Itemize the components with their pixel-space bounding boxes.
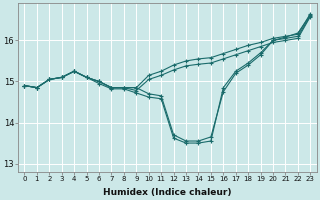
X-axis label: Humidex (Indice chaleur): Humidex (Indice chaleur) [103, 188, 232, 197]
